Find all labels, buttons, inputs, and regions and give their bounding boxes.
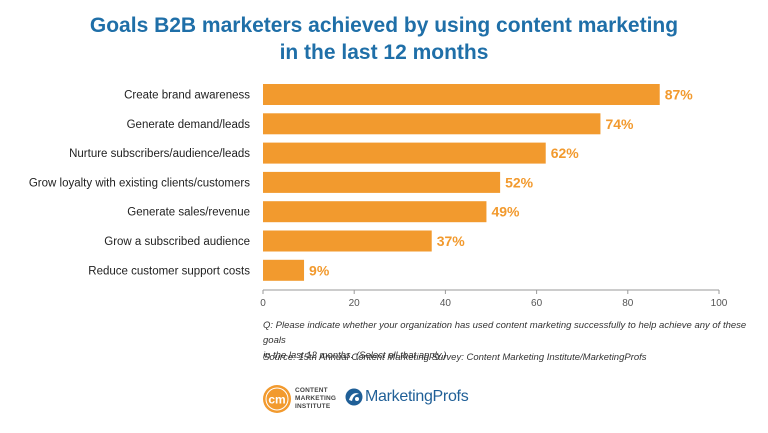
bar [263, 84, 660, 105]
bar [263, 201, 487, 223]
category-label: Generate sales/revenue [127, 207, 250, 219]
value-label: 87% [665, 87, 694, 103]
value-label: 62% [551, 145, 580, 161]
x-tick-label: 20 [349, 298, 361, 309]
cmi-line-3: INSTITUTE [295, 403, 331, 410]
category-label: Create brand awareness [124, 90, 250, 102]
x-tick-label: 60 [531, 298, 543, 309]
chart-title: Goals B2B marketers achieved by using co… [0, 12, 768, 66]
category-label: Reduce customer support costs [88, 265, 250, 277]
x-tick-label: 100 [711, 298, 728, 309]
bar [263, 113, 601, 135]
source-note: Source: 15th Annual Content Marketing Su… [263, 352, 647, 363]
chart-title-line-1: Goals B2B marketers achieved by using co… [89, 14, 679, 37]
x-tick-label: 40 [440, 298, 452, 309]
survey-question-line-1: Q: Please indicate whether your organiza… [263, 320, 747, 346]
value-label: 37% [437, 233, 466, 249]
value-label: 49% [491, 204, 520, 220]
x-tick-label: 0 [260, 298, 266, 309]
survey-question-line-2: in the last 12 months. (Select all that … [263, 350, 447, 361]
marketingprofs-wordmark: MarketingProfs [365, 388, 469, 405]
category-label: Grow a subscribed audience [104, 236, 250, 248]
x-tick-label: 80 [622, 298, 634, 309]
value-label: 9% [309, 262, 330, 278]
bar [263, 259, 305, 281]
value-label: 52% [505, 174, 534, 190]
cmi-circle-logo-icon: cm [263, 385, 291, 413]
category-label: Nurture subscribers/audience/leads [69, 148, 250, 160]
bars-layer: Create brand awareness 87% Generate demand… [29, 84, 693, 281]
cmi-line-2: MARKETING [295, 395, 337, 402]
category-label: Grow loyalty with existing clients/custo… [29, 177, 250, 189]
bar [263, 230, 432, 252]
cmi-mark-text: cm [268, 393, 285, 407]
cmi-line-1: CONTENT [295, 387, 328, 394]
value-label: 74% [605, 116, 634, 132]
category-label: Generate demand/leads [127, 119, 251, 131]
bar [263, 142, 546, 164]
marketingprofs-swirl-logo-icon [345, 388, 363, 406]
cmi-wordmark: CONTENT MARKETING INSTITUTE [295, 387, 336, 411]
logos: cm CONTENT MARKETING INSTITUTE Marketing… [262, 378, 562, 418]
survey-question: Q: Please indicate whether your organiza… [263, 318, 763, 363]
bar [263, 171, 501, 193]
x-axis: 0 20 40 60 80 100 [260, 289, 728, 309]
chart-title-line-2: in the last 12 months [279, 41, 489, 64]
